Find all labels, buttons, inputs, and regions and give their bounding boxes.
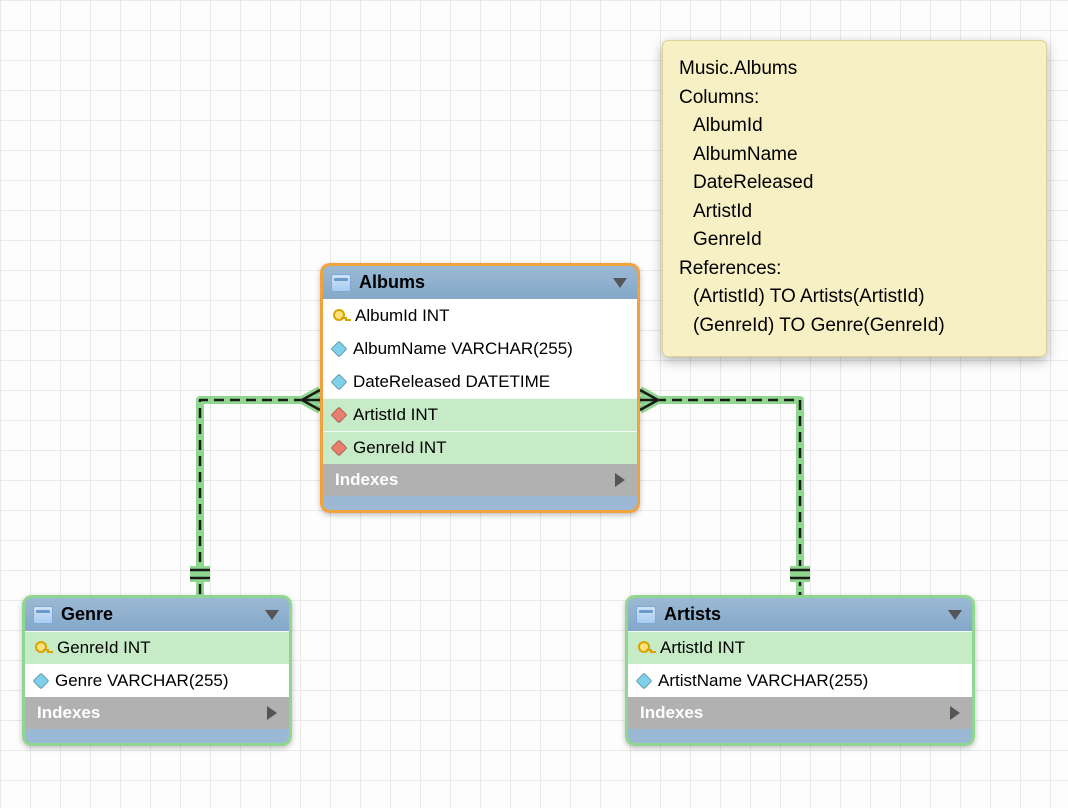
key-icon — [638, 641, 652, 655]
indexes-row[interactable]: Indexes — [628, 697, 972, 729]
column-label: Genre VARCHAR(255) — [55, 671, 229, 691]
tooltip-line: Columns: — [679, 84, 1026, 113]
column-label: AlbumName VARCHAR(255) — [353, 339, 573, 359]
tooltip-line: AlbumName — [693, 141, 1026, 170]
entity-title: Artists — [664, 604, 721, 625]
column-label: DateReleased DATETIME — [353, 372, 550, 392]
expand-icon[interactable] — [950, 706, 960, 720]
expand-icon[interactable] — [615, 473, 625, 487]
indexes-label: Indexes — [335, 470, 398, 490]
tooltip-line: (ArtistId) TO Artists(ArtistId) — [693, 283, 1026, 312]
entity-footer — [628, 729, 972, 743]
table-icon — [331, 274, 351, 292]
tooltip-line: AlbumId — [693, 112, 1026, 141]
column-label: ArtistId INT — [353, 405, 438, 425]
entity-title: Genre — [61, 604, 113, 625]
column-label: GenreId INT — [57, 638, 151, 658]
column-row[interactable]: ArtistName VARCHAR(255) — [628, 664, 972, 697]
indexes-row[interactable]: Indexes — [323, 464, 637, 496]
column-row[interactable]: GenreId INT — [323, 431, 637, 464]
entity-header[interactable]: Genre — [25, 598, 289, 631]
column-row[interactable]: GenreId INT — [25, 631, 289, 664]
fk-icon — [331, 407, 348, 424]
column-label: ArtistName VARCHAR(255) — [658, 671, 868, 691]
collapse-icon[interactable] — [265, 610, 279, 620]
column-row[interactable]: AlbumId INT — [323, 299, 637, 332]
expand-icon[interactable] — [267, 706, 277, 720]
tooltip-line: (GenreId) TO Genre(GenreId) — [693, 312, 1026, 341]
entity-footer — [323, 496, 637, 510]
column-row[interactable]: DateReleased DATETIME — [323, 365, 637, 398]
collapse-icon[interactable] — [613, 278, 627, 288]
tooltip-line: ArtistId — [693, 198, 1026, 227]
indexes-label: Indexes — [37, 703, 100, 723]
column-icon — [331, 374, 348, 391]
collapse-icon[interactable] — [948, 610, 962, 620]
entity-artists[interactable]: Artists ArtistId INT ArtistName VARCHAR(25… — [625, 595, 975, 746]
column-row[interactable]: Genre VARCHAR(255) — [25, 664, 289, 697]
entity-header[interactable]: Albums — [323, 266, 637, 299]
entity-tooltip: Music.AlbumsColumns:AlbumIdAlbumNameDate… — [662, 40, 1047, 357]
fk-icon — [331, 440, 348, 457]
column-row[interactable]: ArtistId INT — [323, 398, 637, 431]
column-label: GenreId INT — [353, 438, 447, 458]
column-icon — [636, 673, 653, 690]
tooltip-line: Music.Albums — [679, 55, 1026, 84]
entity-albums[interactable]: Albums AlbumId INT AlbumName VARCHAR(255) D… — [320, 263, 640, 513]
key-icon — [35, 641, 49, 655]
tooltip-line: DateReleased — [693, 169, 1026, 198]
entity-title: Albums — [359, 272, 425, 293]
indexes-row[interactable]: Indexes — [25, 697, 289, 729]
column-icon — [331, 341, 348, 358]
table-icon — [33, 606, 53, 624]
tooltip-line: References: — [679, 255, 1026, 284]
column-label: AlbumId INT — [355, 306, 449, 326]
column-row[interactable]: AlbumName VARCHAR(255) — [323, 332, 637, 365]
column-icon — [33, 673, 50, 690]
tooltip-line: GenreId — [693, 226, 1026, 255]
indexes-label: Indexes — [640, 703, 703, 723]
column-label: ArtistId INT — [660, 638, 745, 658]
entity-header[interactable]: Artists — [628, 598, 972, 631]
entity-genre[interactable]: Genre GenreId INT Genre VARCHAR(255) Indexe… — [22, 595, 292, 746]
key-icon — [333, 309, 347, 323]
entity-footer — [25, 729, 289, 743]
table-icon — [636, 606, 656, 624]
column-row[interactable]: ArtistId INT — [628, 631, 972, 664]
